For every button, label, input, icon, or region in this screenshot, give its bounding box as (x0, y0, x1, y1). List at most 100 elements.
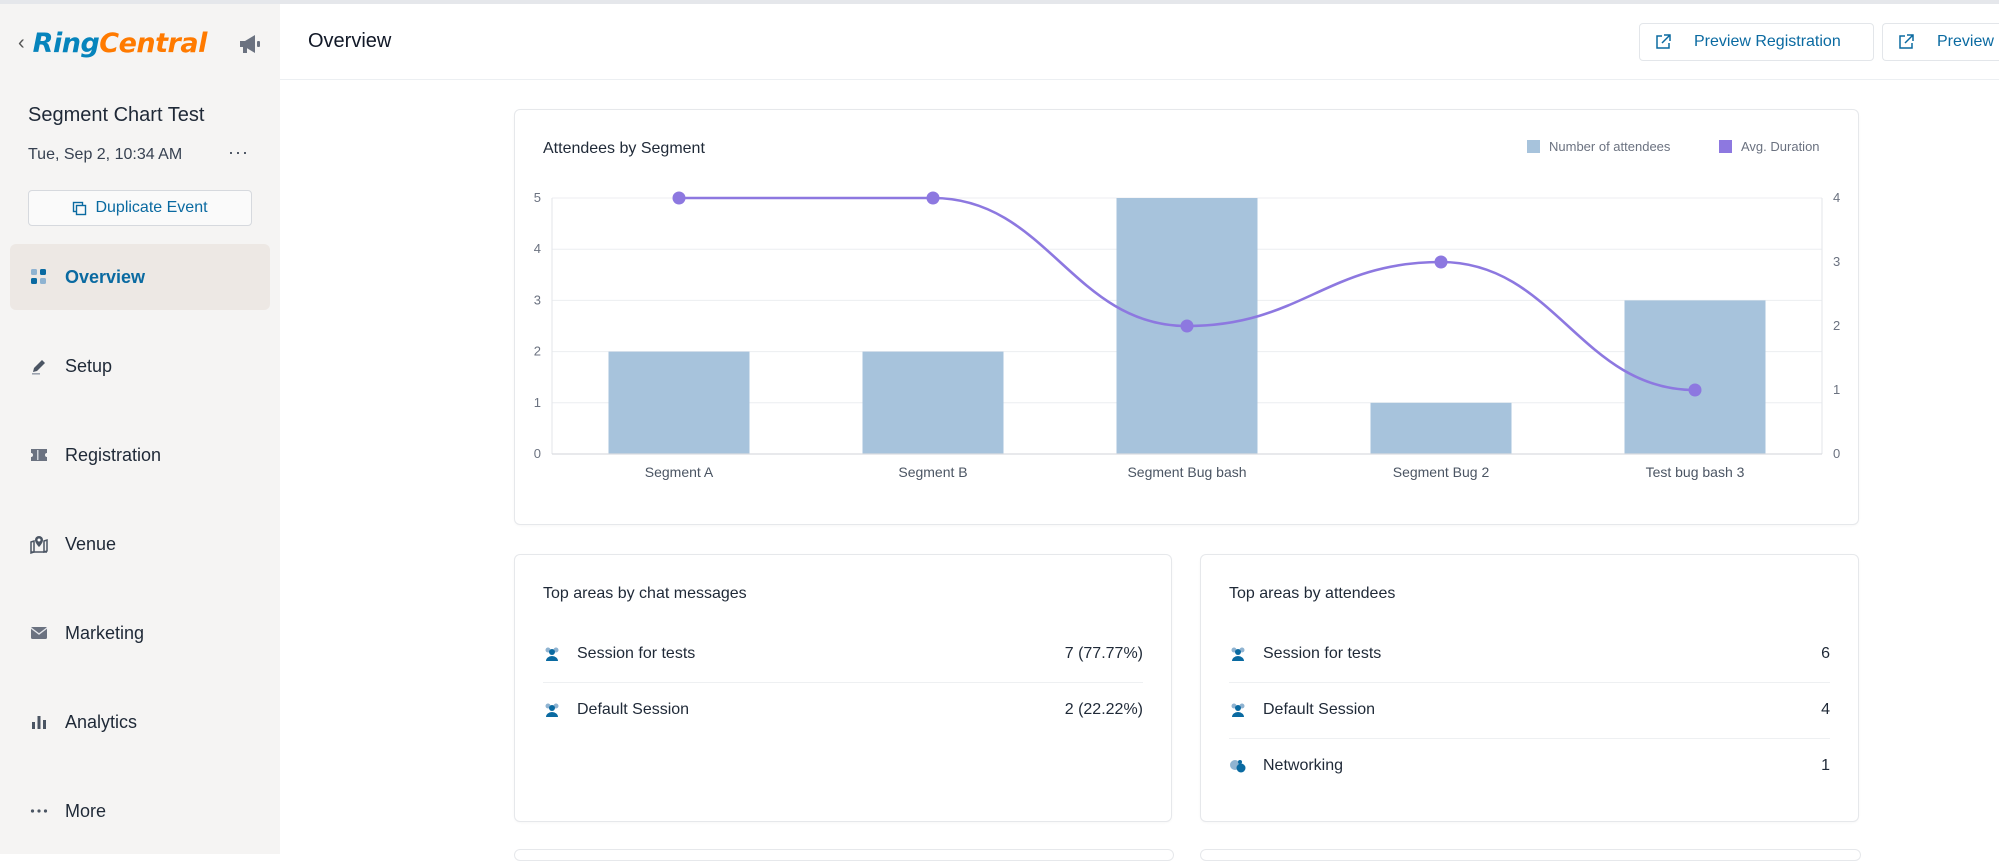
area-value: 7 (77.77%) (1064, 645, 1143, 662)
pencil-icon (28, 355, 50, 377)
y-tick-label-left: 5 (534, 190, 541, 205)
list-item: Networking 1 (1229, 738, 1830, 794)
bar (608, 351, 750, 454)
attendees-by-segment-card: Attendees by Segment Number of attendees… (514, 109, 1859, 525)
event-title: Segment Chart Test (28, 104, 205, 126)
card-title: Top areas by chat messages (543, 585, 747, 602)
mail-icon (28, 622, 50, 644)
avg-duration-point (1434, 255, 1448, 269)
copy-icon (73, 201, 87, 215)
y-tick-label-left: 2 (534, 344, 541, 359)
brand[interactable]: ‹ RingCentral (18, 26, 207, 60)
sidebar-item-label: Overview (65, 266, 146, 287)
sidebar-item-more[interactable]: More (10, 778, 270, 844)
next-card-edge (1200, 849, 1861, 861)
y-tick-label-right: 3 (1833, 254, 1840, 269)
megaphone-icon[interactable] (236, 30, 264, 58)
sidebar: ‹ RingCentral Segment Chart Test Tue, Se… (0, 4, 280, 854)
legend-item-avg-duration[interactable]: Avg. Duration (1719, 139, 1820, 154)
sidebar-item-label: Venue (65, 533, 117, 554)
event-date: Tue, Sep 2, 10:34 AM (28, 146, 183, 163)
people-icon (1229, 645, 1247, 663)
list-item: Session for tests 6 (1229, 626, 1830, 683)
sidebar-item-overview[interactable]: Overview (10, 244, 270, 310)
y-tick-label-right: 4 (1833, 190, 1840, 205)
page-title: Overview (308, 30, 392, 52)
y-tick-label-right: 2 (1833, 318, 1840, 333)
ticket-icon (28, 444, 50, 466)
y-tick-label-right: 0 (1833, 446, 1840, 461)
sidebar-item-label: Marketing (65, 622, 145, 643)
list-item: Session for tests 7 (77.77%) (543, 626, 1143, 683)
legend-item-attendees[interactable]: Number of attendees (1527, 139, 1670, 154)
page-header: Overview Preview Registration Preview (280, 4, 1999, 80)
x-tick-label: Test bug bash 3 (1646, 464, 1745, 480)
event-more-menu[interactable]: ··· (228, 142, 249, 162)
sidebar-item-label: Setup (65, 355, 113, 376)
area-name: Default Session (1263, 701, 1376, 718)
chart-svg: 0 1 2 3 4 5 0 1 2 3 4 Segment A Segment B Segment Bug… (534, 190, 1840, 480)
sidebar-item-registration[interactable]: Registration (10, 422, 270, 488)
y-tick-label-left: 4 (534, 241, 541, 256)
preview-label: Preview (1937, 33, 1994, 50)
area-name: Networking (1263, 757, 1344, 774)
area-value: 6 (1821, 645, 1830, 662)
sidebar-item-label: Registration (65, 444, 162, 465)
x-tick-label: Segment Bug 2 (1393, 464, 1490, 480)
area-name: Default Session (577, 701, 690, 718)
preview-registration-button[interactable]: Preview Registration (1639, 23, 1874, 61)
sidebar-item-setup[interactable]: Setup (10, 333, 270, 399)
top-areas-attendees-card: Top areas by attendees Session for tests… (1200, 554, 1859, 822)
area-value: 2 (22.22%) (1064, 701, 1143, 718)
preview-registration-label: Preview Registration (1694, 33, 1841, 50)
avg-duration-point (926, 191, 940, 205)
y-tick-label-left: 3 (534, 292, 541, 307)
bar (1370, 402, 1512, 454)
people-icon (543, 645, 561, 663)
sidebar-item-label: More (65, 800, 107, 821)
y-tick-label-right: 1 (1833, 382, 1840, 397)
card-title: Top areas by attendees (1229, 585, 1396, 602)
chevron-left-icon[interactable]: ‹ (18, 31, 25, 54)
dots-icon (28, 800, 50, 822)
x-tick-label: Segment Bug bash (1127, 464, 1246, 480)
ringcentral-logo: RingCentral (32, 27, 208, 59)
top-border (0, 0, 1999, 4)
sidebar-item-marketing[interactable]: Marketing (10, 600, 270, 666)
people-icon (543, 701, 561, 719)
legend-label: Number of attendees (1549, 139, 1671, 154)
y-tick-label-left: 0 (534, 446, 541, 461)
legend-swatch (1527, 140, 1540, 153)
chart-title: Attendees by Segment (543, 140, 705, 157)
legend-swatch (1719, 140, 1732, 153)
area-value: 1 (1821, 757, 1830, 774)
avg-duration-point (1180, 319, 1194, 333)
next-card-edge (514, 849, 1174, 861)
area-name: Session for tests (577, 645, 696, 662)
y-tick-label-left: 1 (534, 395, 541, 410)
external-link-icon (1656, 34, 1671, 49)
avg-duration-point (672, 191, 686, 205)
area-name: Session for tests (1263, 645, 1382, 662)
bar-chart-icon (28, 711, 50, 733)
x-tick-label: Segment B (898, 464, 967, 480)
bar (1624, 300, 1766, 454)
x-tick-label: Segment A (645, 464, 714, 480)
map-pin-icon (28, 533, 50, 555)
people-icon (1229, 701, 1247, 719)
legend-label: Avg. Duration (1741, 139, 1820, 154)
sidebar-item-label: Analytics (65, 711, 138, 732)
sidebar-item-venue[interactable]: Venue (10, 511, 270, 577)
external-link-icon (1899, 34, 1914, 49)
bar (862, 351, 1004, 454)
list-item: Default Session 2 (22.22%) (543, 682, 1143, 738)
top-areas-chat-card: Top areas by chat messages Session for t… (514, 554, 1172, 822)
area-value: 4 (1821, 701, 1830, 718)
duplicate-event-button[interactable]: Duplicate Event (28, 190, 252, 226)
networking-icon (1229, 757, 1247, 775)
grid-icon (28, 266, 50, 288)
sidebar-item-analytics[interactable]: Analytics (10, 689, 270, 755)
preview-button[interactable]: Preview (1882, 23, 1999, 61)
list-item: Default Session 4 (1229, 682, 1830, 739)
duplicate-event-label: Duplicate Event (95, 199, 208, 216)
